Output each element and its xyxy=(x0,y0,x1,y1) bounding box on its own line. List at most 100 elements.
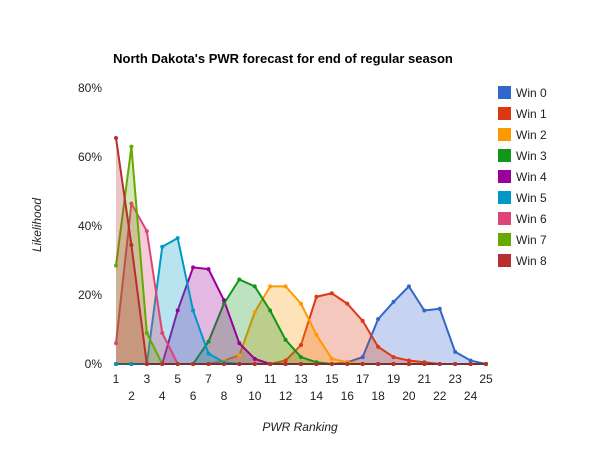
chart-title: North Dakota's PWR forecast for end of r… xyxy=(113,51,453,66)
legend-swatch xyxy=(498,212,511,225)
legend-label: Win 1 xyxy=(516,107,547,121)
data-point xyxy=(360,362,365,366)
data-point xyxy=(391,355,396,360)
legend-label: Win 6 xyxy=(516,212,547,226)
data-point xyxy=(221,301,226,306)
data-point xyxy=(468,358,473,363)
x-tick-label: 11 xyxy=(264,372,277,386)
data-point xyxy=(237,362,242,366)
x-tick-label: 7 xyxy=(205,372,212,386)
legend-swatch xyxy=(498,191,511,204)
x-tick-label: 14 xyxy=(310,389,324,403)
legend-label: Win 2 xyxy=(516,128,547,142)
data-point xyxy=(391,299,396,304)
y-tick-label: 80% xyxy=(78,81,102,95)
x-tick-label: 18 xyxy=(371,389,385,403)
data-point xyxy=(206,351,211,356)
data-point xyxy=(206,339,211,344)
data-point xyxy=(299,343,303,348)
data-point xyxy=(129,201,134,206)
x-tick-label: 15 xyxy=(325,372,339,386)
series-area xyxy=(116,286,486,364)
legend-swatch xyxy=(498,233,511,246)
data-point xyxy=(114,136,118,141)
data-point xyxy=(160,362,165,366)
legend-swatch xyxy=(498,254,511,267)
series-area xyxy=(116,203,486,364)
data-point xyxy=(283,337,288,342)
data-point xyxy=(283,362,288,366)
x-tick-label: 13 xyxy=(294,372,308,386)
data-point xyxy=(191,308,196,313)
data-point xyxy=(406,284,411,289)
y-axis: 0% 20% 40% 60% 80% xyxy=(78,81,102,371)
data-point xyxy=(314,294,319,299)
data-point xyxy=(221,298,226,303)
data-point xyxy=(252,356,257,361)
data-point xyxy=(160,244,165,249)
legend: Win 0 Win 1 Win 2 Win 3 Win 4 Win 5 Win 6 Win 7… xyxy=(498,86,547,268)
data-point xyxy=(468,362,473,366)
data-point xyxy=(314,362,319,366)
y-tick-label: 20% xyxy=(78,288,102,302)
plot-area xyxy=(115,137,487,365)
data-point xyxy=(453,349,458,354)
data-point xyxy=(252,362,257,366)
data-point xyxy=(299,355,303,360)
data-point xyxy=(129,362,134,366)
data-point xyxy=(144,362,149,366)
data-point xyxy=(437,306,442,311)
y-tick-label: 40% xyxy=(78,219,102,233)
x-tick-label: 20 xyxy=(402,389,416,403)
x-tick-label: 24 xyxy=(464,389,478,403)
data-point xyxy=(237,277,242,282)
legend-label: Win 3 xyxy=(516,149,547,163)
data-point xyxy=(175,236,180,241)
data-point xyxy=(422,308,427,313)
data-point xyxy=(114,263,118,268)
data-point xyxy=(283,284,288,289)
x-tick-label: 22 xyxy=(433,389,447,403)
data-point xyxy=(329,356,334,361)
series-area xyxy=(116,293,486,364)
data-point xyxy=(360,318,365,323)
x-tick-label: 19 xyxy=(387,372,401,386)
legend-label: Win 8 xyxy=(516,254,547,268)
data-point xyxy=(252,310,257,315)
x-tick-label: 25 xyxy=(479,372,493,386)
y-tick-label: 60% xyxy=(78,150,102,164)
data-point xyxy=(268,308,273,313)
data-point xyxy=(191,362,196,366)
data-points xyxy=(114,136,488,366)
data-point xyxy=(329,362,334,366)
legend-swatch xyxy=(498,149,511,162)
x-tick-label: 21 xyxy=(418,372,432,386)
x-tick-label: 1 xyxy=(113,372,120,386)
x-tick-label: 16 xyxy=(341,389,355,403)
series-area xyxy=(116,238,486,364)
x-tick-label: 9 xyxy=(236,372,243,386)
data-point xyxy=(129,242,134,247)
legend-label: Win 4 xyxy=(516,170,547,184)
data-point xyxy=(391,362,396,366)
data-point xyxy=(345,362,350,366)
data-point xyxy=(345,301,350,306)
data-point xyxy=(299,362,303,366)
data-point xyxy=(144,229,149,234)
data-point xyxy=(268,362,273,366)
data-point xyxy=(144,330,149,335)
data-point xyxy=(437,362,442,366)
x-tick-label: 8 xyxy=(221,389,228,403)
data-point xyxy=(283,358,288,363)
legend-swatch xyxy=(498,170,511,183)
x-tick-label: 4 xyxy=(159,389,166,403)
data-point xyxy=(114,341,118,346)
data-point xyxy=(175,308,180,313)
data-point xyxy=(360,355,365,360)
data-point xyxy=(406,362,411,366)
x-tick-label: 23 xyxy=(448,372,462,386)
legend-label: Win 7 xyxy=(516,233,547,247)
data-point xyxy=(422,362,427,366)
data-point xyxy=(160,330,165,335)
